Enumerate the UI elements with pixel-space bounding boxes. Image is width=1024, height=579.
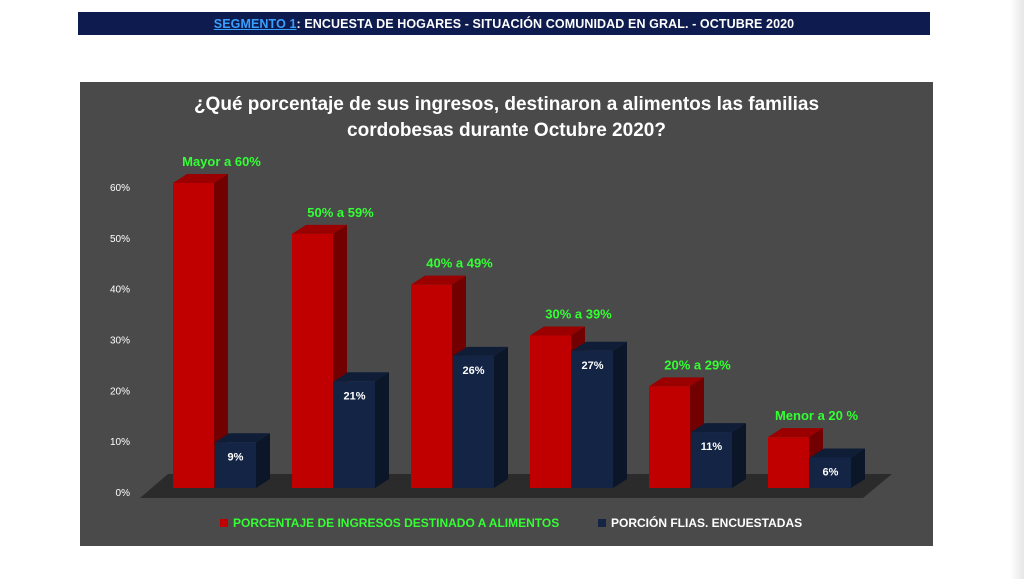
data-label: 21% [343,390,365,402]
category-label: 20% a 29% [664,357,731,372]
category-label: 30% a 39% [545,307,612,322]
data-label: 9% [228,451,244,463]
bar-flias-top [453,346,508,356]
bar-flias-top [810,448,865,458]
segment-link[interactable]: SEGMENTO 1 [213,16,297,31]
bar-ingresos-top [173,174,228,183]
bar-ingresos [768,437,809,488]
data-label: 27% [581,360,603,372]
bar-flias-side [494,346,508,488]
y-tick-label: 20% [110,386,130,397]
y-tick-label: 0% [116,488,131,499]
bar-chart: 0% 10% 20% 30% 40% 50% 60% Mayor a 60% 9% 50% a 5… [110,154,892,499]
bar-flias [691,432,732,488]
legend-item-flias: PORCIÓN FLIAS. ENCUESTADAS [598,516,802,530]
bar-flias-top [334,372,389,382]
bar-flias-side [613,341,627,488]
chart-title-line-1: ¿Qué porcentaje de sus ingresos, destina… [193,94,820,115]
bar-ingresos [292,233,333,488]
y-tick-label: 60% [110,183,130,194]
bar-flias-top [215,433,270,443]
bar-flias-side [256,433,270,488]
bar-ingresos-top [768,428,823,438]
bar-ingresos [649,386,690,488]
bar-ingresos-side [214,174,228,488]
window-edge [1010,0,1024,579]
y-tick-label: 40% [110,285,130,296]
chart-title-line-2: cordobesas durante Octubre 2020? [347,120,666,141]
segment-header-title: : ENCUESTA DE HOGARES - SITUACIÓN COMUNI… [296,16,795,31]
chart-title: ¿Qué porcentaje de sus ingresos, destina… [80,92,933,144]
bar-flias [572,350,613,488]
data-label: 11% [701,441,723,453]
y-tick-label: 10% [110,437,130,448]
bar-ingresos [411,284,452,488]
y-tick-label: 50% [110,234,130,245]
chart-panel: 0% 10% 20% 30% 40% 50% 60% Mayor a 60% 9% 50% a 5… [80,82,933,546]
legend-swatch-red [220,519,228,527]
bar-ingresos [530,335,571,488]
bar-flias [810,457,851,488]
bar-flias-top [691,423,746,433]
bar-ingresos [173,183,214,488]
bar-flias [334,381,375,488]
legend-item-ingresos: PORCENTAJE DE INGRESOS DESTINADO A ALIME… [220,516,559,530]
bar-flias [453,355,494,488]
segment-header-banner: SEGMENTO 1: ENCUESTA DE HOGARES - SITUAC… [78,12,930,35]
category-label: Mayor a 60% [182,154,261,169]
bar-flias-side [375,372,389,488]
data-label: 6% [823,467,839,479]
category-label: Menor a 20 % [775,408,859,423]
legend-label-flias: PORCIÓN FLIAS. ENCUESTADAS [611,516,803,530]
chart-legend: PORCENTAJE DE INGRESOS DESTINADO A ALIME… [80,516,933,532]
bar-flias-side [851,448,865,488]
y-tick-label: 30% [110,336,130,347]
bar-flias-top [572,341,627,351]
bar-flias [215,442,256,488]
bar-ingresos-top [530,326,585,336]
data-label: 26% [462,365,484,377]
category-label: 50% a 59% [307,205,374,220]
category-label: 40% a 49% [426,256,493,271]
legend-label-ingresos: PORCENTAJE DE INGRESOS DESTINADO A ALIME… [233,516,560,530]
legend-swatch-navy [598,519,606,527]
bar-ingresos-top [649,377,704,387]
bar-ingresos-top [292,224,347,234]
bar-ingresos-top [411,275,466,285]
bar-flias-side [732,423,746,488]
